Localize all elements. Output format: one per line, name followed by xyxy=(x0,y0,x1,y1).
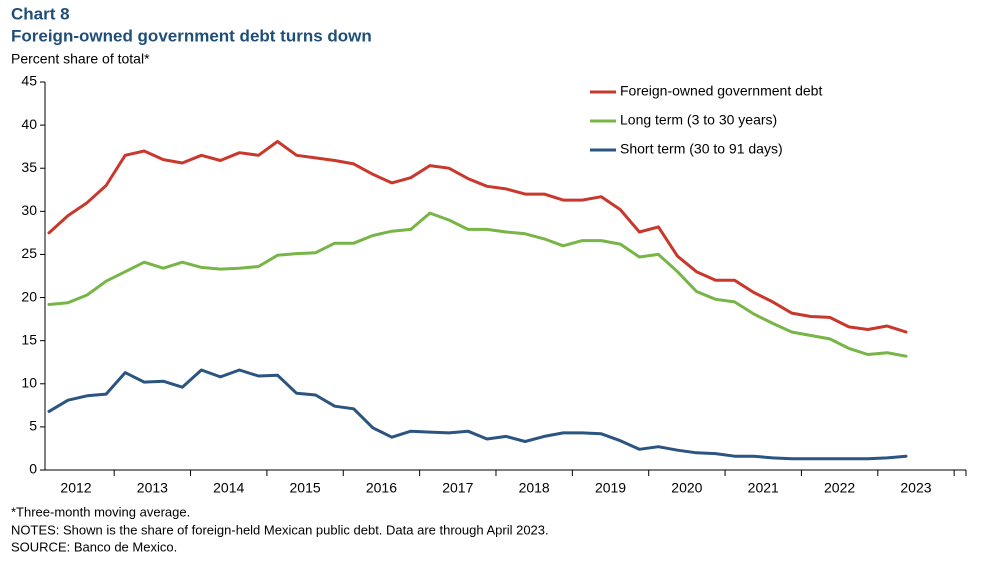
source: SOURCE: Banco de Mexico. xyxy=(11,539,177,554)
y-tick-label: 45 xyxy=(21,73,37,89)
legend-label: Foreign-owned government debt xyxy=(620,83,822,99)
x-tick-label: 2021 xyxy=(748,480,779,496)
notes: NOTES: Shown is the share of foreign-hel… xyxy=(11,522,549,537)
y-tick-label: 10 xyxy=(21,374,37,390)
y-tick-label: 30 xyxy=(21,202,37,218)
x-tick-label: 2023 xyxy=(900,480,931,496)
chart-title: Foreign-owned government debt turns down xyxy=(11,26,372,45)
footnote: *Three-month moving average. xyxy=(11,504,190,519)
x-tick-label: 2013 xyxy=(137,480,168,496)
series-line xyxy=(47,368,908,461)
chart-subtitle: Percent share of total* xyxy=(11,51,150,67)
x-tick-label: 2015 xyxy=(290,480,321,496)
legend-label: Long term (3 to 30 years) xyxy=(620,112,777,128)
series-line xyxy=(47,211,908,358)
x-tick-label: 2018 xyxy=(519,480,550,496)
x-tick-label: 2017 xyxy=(442,480,473,496)
x-tick-label: 2016 xyxy=(366,480,397,496)
x-tick-label: 2019 xyxy=(595,480,626,496)
y-tick-label: 40 xyxy=(21,116,37,132)
y-tick-label: 20 xyxy=(21,288,37,304)
x-tick-label: 2022 xyxy=(824,480,855,496)
y-tick-label: 0 xyxy=(29,461,37,477)
chart-label: Chart 8 xyxy=(11,4,70,23)
x-tick-label: 2014 xyxy=(213,480,244,496)
y-tick-label: 25 xyxy=(21,245,37,261)
series-line xyxy=(47,140,908,334)
y-tick-label: 5 xyxy=(29,418,37,434)
y-tick-label: 15 xyxy=(21,331,37,347)
x-tick-label: 2012 xyxy=(60,480,91,496)
legend-label: Short term (30 to 91 days) xyxy=(620,141,783,157)
x-tick-label: 2020 xyxy=(671,480,702,496)
y-tick-label: 35 xyxy=(21,159,37,175)
